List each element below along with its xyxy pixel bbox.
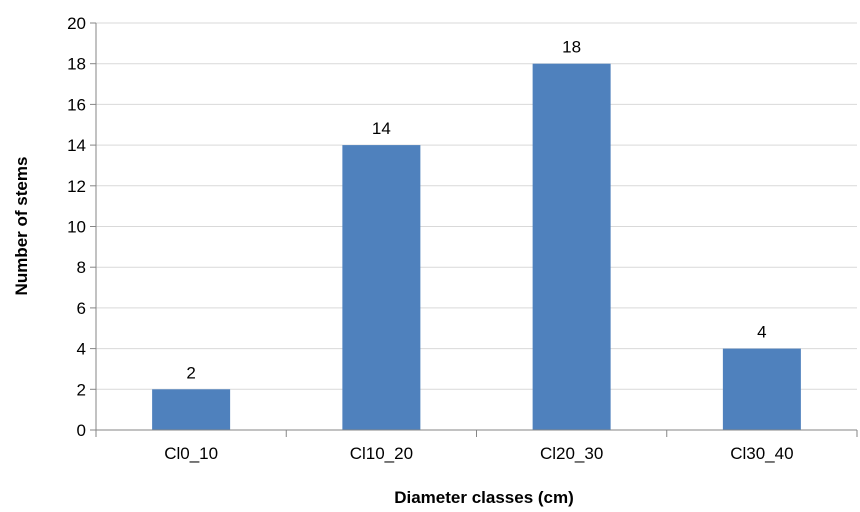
y-axis-title: Number of stems: [12, 157, 31, 296]
data-label: 18: [562, 38, 581, 57]
y-tick-label: 18: [67, 55, 86, 74]
data-label: 2: [186, 363, 195, 382]
y-tick-label: 4: [77, 340, 86, 359]
y-tick-label: 20: [67, 14, 86, 33]
y-tick-label: 12: [67, 177, 86, 196]
y-tick-label: 8: [77, 258, 86, 277]
bar-cl0-10: [152, 389, 231, 430]
y-tick-label: 2: [77, 380, 86, 399]
data-label: 14: [372, 119, 391, 138]
axes: [90, 22, 858, 437]
y-tick-label: 0: [77, 421, 86, 440]
data-label: 4: [757, 323, 766, 342]
x-tick-label: Cl10_20: [350, 444, 413, 463]
gridlines: [96, 22, 857, 390]
bar-cl20-30: [532, 63, 611, 430]
y-tick-label: 6: [77, 299, 86, 318]
labels: 0 2 4 6 8 10 12 14 16 18 20 2 Cl0_10 14 Cl10_20 18 Cl20_…: [67, 14, 793, 463]
x-tick-label: Cl30_40: [730, 444, 793, 463]
bars: [152, 63, 801, 430]
bar-cl30-40: [722, 348, 801, 430]
y-tick-label: 16: [67, 95, 86, 114]
x-tick-label: Cl0_10: [164, 444, 218, 463]
y-tick-label: 14: [67, 136, 86, 155]
x-tick-label: Cl20_30: [540, 444, 603, 463]
bar-cl10-20: [342, 145, 421, 430]
x-axis-title: Diameter classes (cm): [394, 488, 574, 507]
y-tick-label: 10: [67, 218, 86, 237]
